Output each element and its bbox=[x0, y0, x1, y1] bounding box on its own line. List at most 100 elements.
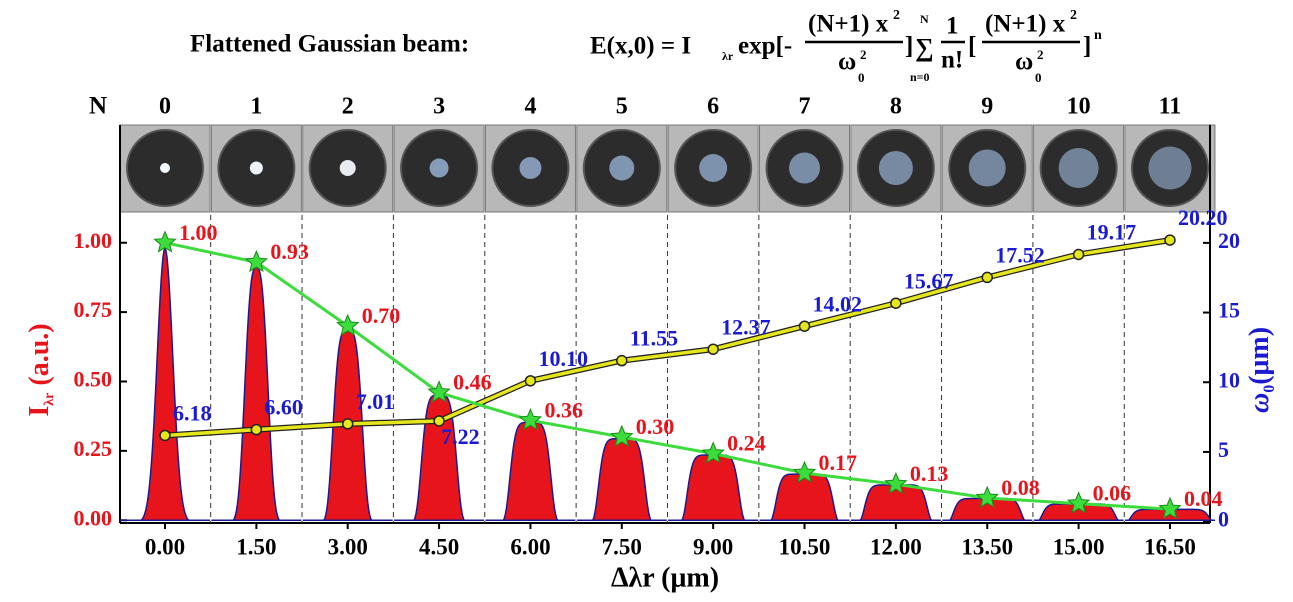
formula-part: N bbox=[920, 12, 929, 26]
x-tick-label: 16.50 bbox=[1144, 534, 1196, 559]
formula-part: n! bbox=[941, 47, 963, 74]
beam-spot bbox=[789, 153, 820, 184]
formula-part: 2 bbox=[893, 8, 900, 23]
order-label: 7 bbox=[799, 94, 811, 120]
formula-part: ω bbox=[838, 49, 856, 76]
beam-spot bbox=[969, 150, 1006, 187]
y-axis-title-main: I bbox=[24, 406, 55, 417]
data-label: 19.17 bbox=[1087, 219, 1137, 244]
data-label: 17.52 bbox=[995, 242, 1045, 267]
marker bbox=[800, 321, 810, 331]
beam-spot bbox=[340, 160, 356, 176]
x-tick-label: 3.00 bbox=[328, 534, 368, 559]
data-label: 0.13 bbox=[910, 461, 949, 486]
marker bbox=[1074, 249, 1084, 259]
x-axis-title: Δλr (μm) bbox=[611, 562, 719, 593]
marker bbox=[343, 419, 353, 429]
x-tick-label: 13.50 bbox=[961, 534, 1013, 559]
formula-part: 0 bbox=[858, 70, 865, 85]
marker bbox=[525, 376, 535, 386]
y2-axis-title-sub: 0 bbox=[1261, 385, 1278, 393]
marker bbox=[160, 430, 170, 440]
x-tick-label: 7.50 bbox=[602, 534, 642, 559]
order-label: 9 bbox=[981, 94, 993, 120]
formula-part: exp[- bbox=[738, 33, 792, 60]
data-label: 0.17 bbox=[819, 450, 858, 475]
y-axis-title-unit: (a.u.) bbox=[24, 323, 55, 392]
y2-tick-label: 10 bbox=[1218, 367, 1240, 392]
data-label: 6.60 bbox=[264, 395, 303, 420]
formula-part: 2 bbox=[1037, 47, 1044, 62]
order-label: 8 bbox=[890, 94, 902, 120]
data-label: 0.06 bbox=[1093, 481, 1132, 506]
data-label: 6.18 bbox=[173, 401, 212, 426]
y2-tick-label: 5 bbox=[1218, 437, 1229, 462]
formula-part: 2 bbox=[860, 47, 867, 62]
marker bbox=[891, 298, 901, 308]
data-label: 12.37 bbox=[721, 314, 771, 339]
marker bbox=[617, 356, 627, 366]
formula-part: (N+1) x bbox=[808, 11, 889, 38]
data-label: 0.70 bbox=[362, 303, 401, 328]
order-label: 0 bbox=[159, 94, 171, 120]
data-label: 14.02 bbox=[813, 291, 863, 316]
x-tick-label: 10.50 bbox=[779, 534, 831, 559]
order-label: 5 bbox=[616, 94, 628, 120]
order-title: N bbox=[89, 93, 107, 120]
formula-part: E(x,0) = I bbox=[590, 33, 691, 60]
formula-part: [ bbox=[968, 33, 976, 60]
formula-part: 2 bbox=[1070, 8, 1077, 23]
data-label: 15.67 bbox=[904, 268, 954, 293]
y-tick-label: 0.75 bbox=[74, 297, 113, 322]
order-label: 3 bbox=[433, 94, 445, 120]
formula-part: ] bbox=[1083, 33, 1091, 60]
data-label: 11.55 bbox=[630, 326, 678, 351]
data-label: 0.04 bbox=[1184, 486, 1223, 511]
order-label: 11 bbox=[1159, 94, 1182, 120]
data-label: 0.93 bbox=[270, 239, 309, 264]
beam-spot bbox=[1148, 147, 1191, 190]
y-tick-label: 0.50 bbox=[74, 367, 113, 392]
data-label: 0.24 bbox=[727, 431, 766, 456]
beam-spot bbox=[430, 159, 449, 178]
beam-spot bbox=[1059, 148, 1099, 188]
order-label: 10 bbox=[1067, 94, 1091, 120]
beam-spot bbox=[160, 163, 170, 173]
marker bbox=[982, 272, 992, 282]
y2-tick-label: 15 bbox=[1218, 298, 1240, 323]
order-label: 1 bbox=[250, 94, 262, 120]
formula-part: ω bbox=[1015, 49, 1033, 76]
formula-part: n=0 bbox=[910, 70, 930, 84]
marker bbox=[708, 344, 718, 354]
formula-part: n bbox=[1094, 28, 1102, 43]
y2-axis-title-main: ω bbox=[1244, 393, 1275, 413]
data-label: 20.20 bbox=[1178, 205, 1228, 230]
y2-axis-title: ω0(μm) bbox=[1244, 327, 1277, 413]
beam-spot bbox=[879, 151, 913, 185]
order-label: 4 bbox=[524, 94, 536, 120]
y2-tick-label: 20 bbox=[1218, 228, 1240, 253]
data-label: 0.46 bbox=[453, 370, 492, 395]
data-label: 0.30 bbox=[636, 414, 675, 439]
data-label: 7.22 bbox=[441, 424, 480, 449]
formula-part: ] bbox=[905, 33, 913, 60]
data-label: 0.36 bbox=[544, 397, 583, 422]
order-label: 6 bbox=[707, 94, 719, 120]
chart-title: Flattened Gaussian beam: bbox=[190, 31, 469, 58]
x-tick-label: 4.50 bbox=[419, 534, 459, 559]
data-label: 7.01 bbox=[356, 389, 395, 414]
marker bbox=[251, 425, 261, 435]
y2-axis-title-unit: (μm) bbox=[1244, 327, 1275, 385]
y-tick-label: 0.25 bbox=[74, 436, 113, 461]
formula-part: λr bbox=[722, 49, 734, 63]
x-tick-label: 6.00 bbox=[510, 534, 550, 559]
x-tick-label: 9.00 bbox=[693, 534, 733, 559]
beam-spot bbox=[519, 157, 541, 179]
y-axis-title-sub: λr bbox=[42, 393, 57, 406]
marker bbox=[1165, 235, 1175, 245]
order-label: 2 bbox=[342, 94, 354, 120]
beam-spot bbox=[699, 154, 727, 182]
chart: Flattened Gaussian beam: E(x,0) = I λr e… bbox=[0, 0, 1293, 602]
y-tick-label: 0.00 bbox=[74, 505, 113, 530]
formula-part: 1 bbox=[946, 13, 959, 40]
